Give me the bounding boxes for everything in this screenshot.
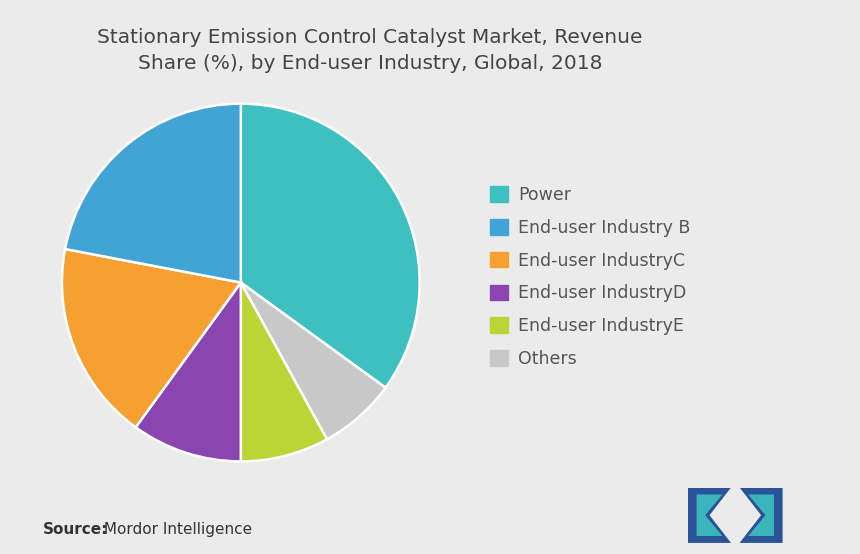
Wedge shape (65, 104, 241, 283)
Text: Stationary Emission Control Catalyst Market, Revenue
Share (%), by End-user Indu: Stationary Emission Control Catalyst Mar… (97, 28, 642, 73)
Polygon shape (748, 494, 774, 536)
Wedge shape (241, 283, 327, 461)
Text: Source:: Source: (43, 522, 108, 537)
Polygon shape (688, 488, 731, 543)
Wedge shape (241, 104, 420, 388)
Wedge shape (241, 283, 385, 439)
Legend: Power, End-user Industry B, End-user IndustryC, End-user IndustryD, End-user Ind: Power, End-user Industry B, End-user Ind… (490, 186, 691, 368)
Polygon shape (740, 488, 783, 543)
Polygon shape (697, 494, 722, 536)
Text: Mordor Intelligence: Mordor Intelligence (99, 522, 252, 537)
Wedge shape (62, 249, 241, 427)
Wedge shape (136, 283, 241, 461)
